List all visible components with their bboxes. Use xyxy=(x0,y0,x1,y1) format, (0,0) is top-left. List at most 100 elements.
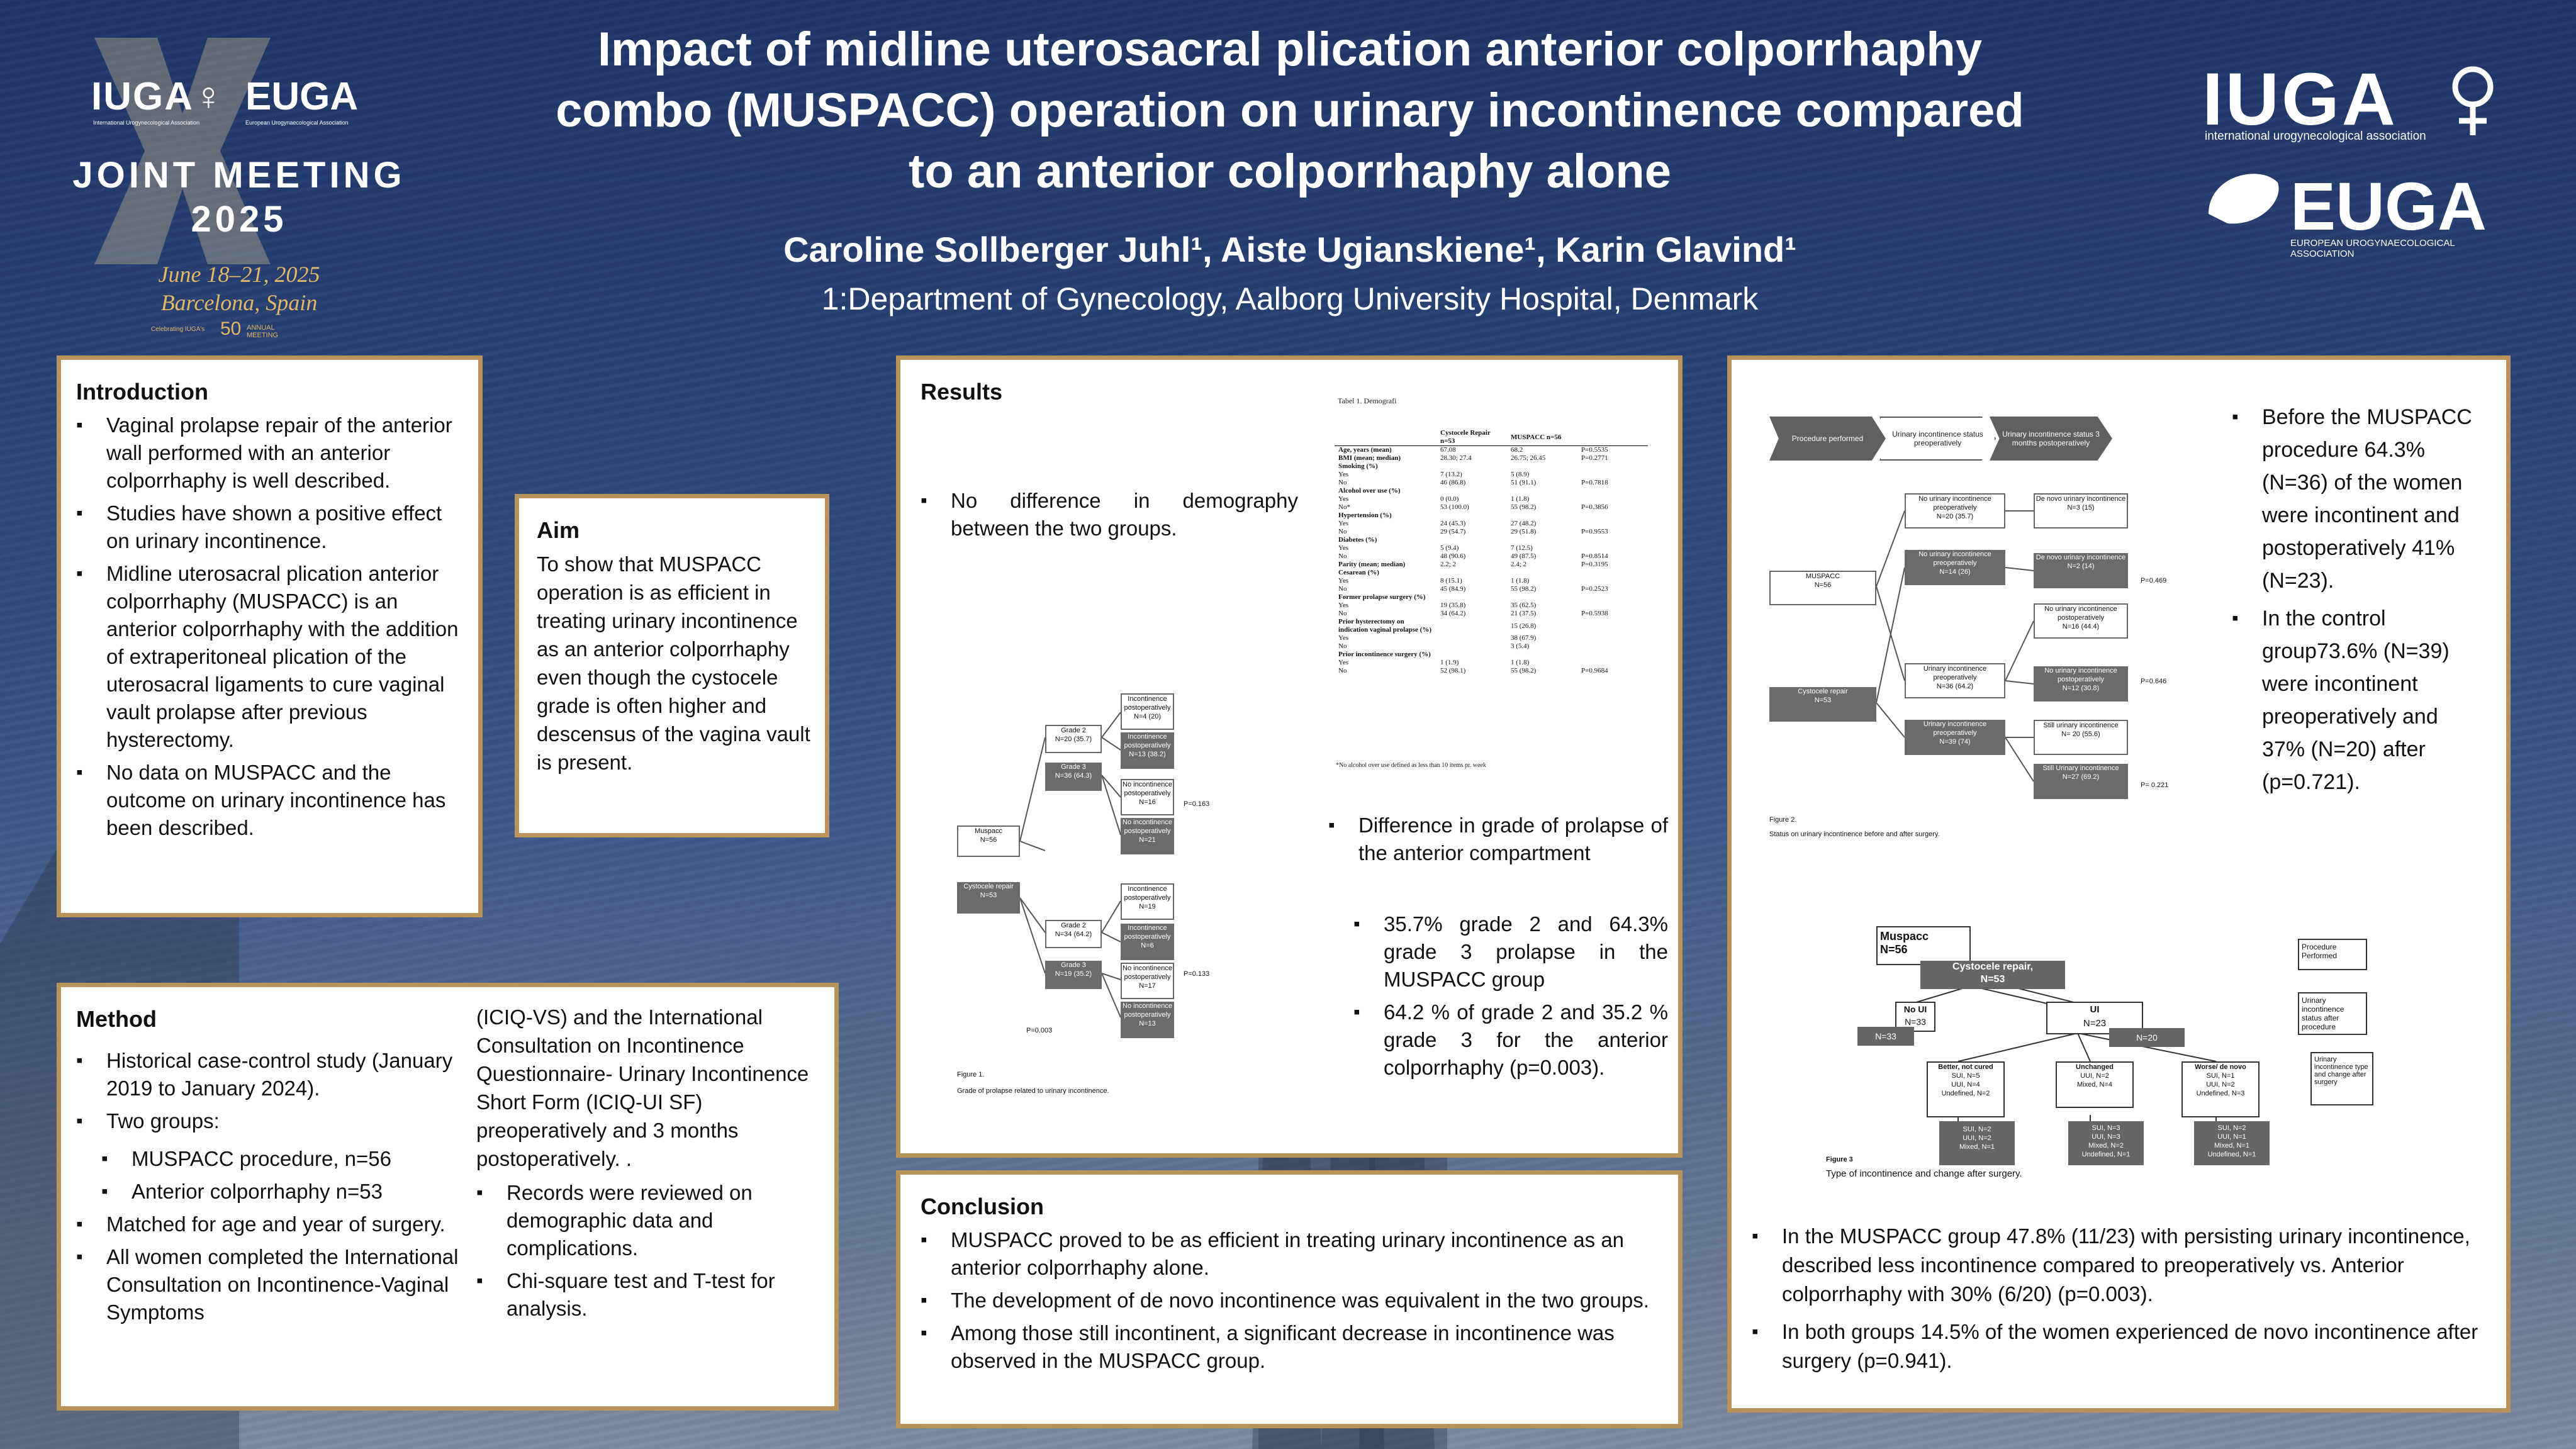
fig1-outcome-box: Incontinence postoperatively N=6 xyxy=(1121,924,1174,960)
table-cell: Smoking (%) xyxy=(1338,462,1378,470)
table-cell: 34 (64.2) xyxy=(1440,610,1466,617)
table-cell xyxy=(1436,462,1507,471)
table-row: No 45 (84.9) 55 (98.2) P=0.2523 xyxy=(1335,585,1648,593)
table-cell: Yes xyxy=(1338,577,1349,585)
fig2-connectors xyxy=(1876,510,2034,782)
fig1-p-value: P=0.133 xyxy=(1184,970,1210,978)
fig2-header-arrow: Urinary incontinence status preoperative… xyxy=(1879,417,1996,461)
conclusion-list: MUSPACC proved to be as efficient in tre… xyxy=(921,1226,1663,1380)
table-cell xyxy=(1436,642,1507,651)
table-cell: Yes xyxy=(1338,471,1349,478)
table-cell xyxy=(1577,569,1648,577)
table-row: Prior hysterectomy on indication vaginal… xyxy=(1335,618,1648,634)
box-label: Unchanged xyxy=(2076,1063,2114,1071)
box-value: N=56 xyxy=(980,836,997,844)
box-value: N=3 (15) xyxy=(2067,504,2095,512)
fig2-caption-number: Figure 2. xyxy=(1769,816,1797,824)
table-cell: Yes xyxy=(1338,601,1349,609)
box-value: N=53 xyxy=(1980,974,2005,985)
table-cell: P=0.2523 xyxy=(1581,585,1608,593)
box-line: SUI, N=1 xyxy=(2206,1072,2235,1080)
table-row: No* 53 (100.0) 55 (98.2) P=0.3856 xyxy=(1335,503,1648,512)
table-cell: Yes xyxy=(1338,544,1349,552)
list-item: Studies have shown a positive effect on … xyxy=(76,500,466,555)
fig3-cysto-change-box: SUI, N=3 UUI, N=3 Mixed, N=2 Undefined, … xyxy=(2068,1121,2144,1165)
aim-title: Aim xyxy=(537,517,580,543)
fig1-outcome-box: No incontinence postoperatively N=17 xyxy=(1121,963,1174,999)
table-cell: P=0.5535 xyxy=(1581,446,1608,454)
fig1-outcome-box: No incontinence postoperatively N=21 xyxy=(1121,818,1174,854)
box-label: Cystocele repair xyxy=(1798,688,1848,695)
fig2-post-box: De novo urinary incontinence N=3 (15) xyxy=(2034,493,2128,529)
table-cell: 8 (15.1) xyxy=(1440,577,1462,585)
table-cell: P=0.9684 xyxy=(1581,667,1608,674)
fig3-legend-box: Procedure Performed xyxy=(2298,939,2367,970)
results-sub-list: 35.7% grade 2 and 64.3% grade 3 prolapse… xyxy=(1328,910,1668,1087)
box-value: N=19 (35.2) xyxy=(1055,970,1092,978)
table-cell: 55 (98.2) xyxy=(1511,503,1537,511)
figure-3: Muspacc N=56 Cystocele repair, N=53 No U… xyxy=(1826,926,2373,1179)
table-cell: P=0.3856 xyxy=(1581,503,1608,511)
table-cell: No xyxy=(1338,585,1347,593)
table-cell: No xyxy=(1338,642,1347,650)
fig2-p-value: P=0.469 xyxy=(2141,577,2167,585)
table-cell: 49 (87.5) xyxy=(1511,552,1537,560)
method-left-column: Historical case-control study (January 2… xyxy=(76,1047,466,1331)
box-label: Incontinence postoperatively xyxy=(1124,695,1171,712)
list-item: Chi-square test and T-test for analysis. xyxy=(476,1267,829,1323)
box-value: N=16 (44.4) xyxy=(2062,623,2100,630)
table-cell xyxy=(1577,577,1648,585)
table-row: Alcohol over use (%) xyxy=(1335,487,1648,495)
box-label: MUSPACC xyxy=(1805,573,1840,580)
table-cell: 0 (0.0) xyxy=(1440,495,1459,503)
list-item: In the control group73.6% (N=39) were in… xyxy=(2232,602,2484,798)
table-cell xyxy=(1436,651,1507,659)
table-row: No 29 (54.7) 29 (51.8) P=0.9553 xyxy=(1335,528,1648,536)
table-cell: 29 (54.7) xyxy=(1440,528,1466,535)
sub-list-item: 64.2 % of grade 2 and 35.2 % grade 3 for… xyxy=(1353,999,1668,1082)
fig1-caption-number: Figure 1. xyxy=(957,1071,985,1078)
list-item: No data on MUSPACC and the outcome on ur… xyxy=(76,759,466,842)
box-value: N=20 (35.7) xyxy=(1936,513,1974,520)
table-cell: 5 (8.9) xyxy=(1511,471,1530,478)
euga-wordmark: EUGA xyxy=(2290,168,2487,244)
box-line: Undefined, N=2 xyxy=(1941,1090,1990,1097)
table-cell: No* xyxy=(1338,503,1350,511)
box-line: SUI, N=2 xyxy=(1963,1126,1991,1133)
table-row: Prior incontinence surgery (%) xyxy=(1335,651,1648,659)
right-list-1: Before the MUSPACC procedure 64.3% (N=36… xyxy=(2232,401,2484,803)
fig2-post-box: De novo urinary incontinence N=2 (14) xyxy=(2034,553,2128,588)
table-cell: 48 (90.6) xyxy=(1440,552,1466,560)
box-label: No urinary incontinence postoperatively xyxy=(2044,605,2117,622)
demography-table: Cystocele Repair n=53 MUSPACC n=56 Age, y… xyxy=(1335,429,1648,675)
table-row: Yes 8 (15.1) 1 (1.8) xyxy=(1335,577,1648,585)
table-cell: 2.4; 2 xyxy=(1511,561,1527,568)
fig3-change-box: Better, not cured SUI, N=5 UUI, N=4 Unde… xyxy=(1927,1061,2005,1117)
box-value: N=13 (38.2) xyxy=(1129,751,1166,758)
box-label: De novo urinary incontinence xyxy=(2036,554,2126,561)
box-label: No incontinence postoperatively xyxy=(1123,781,1172,797)
table-cell xyxy=(1577,544,1648,552)
fig3-connectors xyxy=(1907,985,2217,1121)
fig3-ui-dark: N=20 xyxy=(2109,1028,2185,1047)
table-cell xyxy=(1436,569,1507,577)
box-value: N=33 xyxy=(1905,1017,1926,1027)
table-row: Cesarean (%) xyxy=(1335,569,1648,577)
list-item: In both groups 14.5% of the women experi… xyxy=(1752,1318,2488,1375)
fig3-legend-box: Urinary incontinence status after proced… xyxy=(2298,992,2367,1035)
table-cell xyxy=(1577,642,1648,651)
box-line: UUI, N=4 xyxy=(1951,1081,1980,1088)
table-cell: 35 (62.5) xyxy=(1511,601,1537,609)
euga-subtitle: EUROPEAN UROGYNAECOLOGICAL ASSOCIATION xyxy=(2290,238,2455,259)
box-value: N=6 xyxy=(1141,942,1154,949)
table-cell xyxy=(1577,593,1648,601)
table-cell xyxy=(1577,487,1648,495)
box-value: N=13 xyxy=(1139,1020,1156,1027)
table-cell: 55 (98.2) xyxy=(1511,585,1537,593)
fig3-caption-text: Type of incontinence and change after su… xyxy=(1826,1168,2022,1179)
table-cell: 38 (67.9) xyxy=(1511,634,1537,642)
table-cell: No xyxy=(1338,667,1347,674)
table-row: Yes 0 (0.0) 1 (1.8) xyxy=(1335,495,1648,503)
table-cell: 1 (1.8) xyxy=(1511,495,1530,503)
fig1-root-muspacc: Muspacc N=56 xyxy=(957,825,1020,857)
